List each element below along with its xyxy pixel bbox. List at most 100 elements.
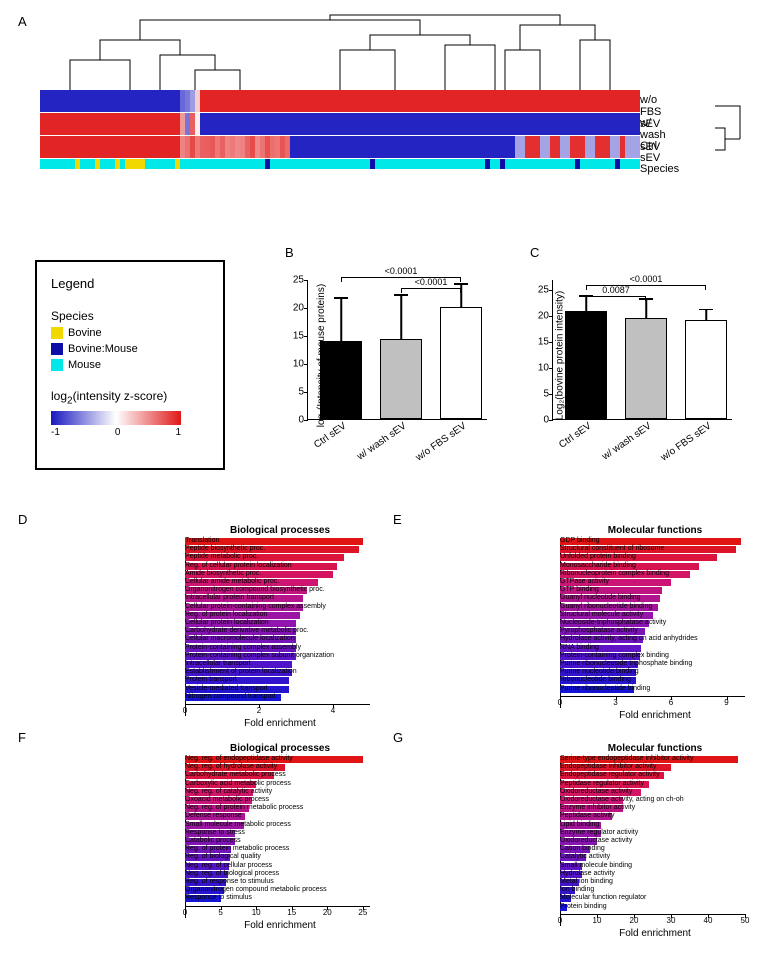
enrich-bar-label: Nitrogen compound transport	[185, 693, 189, 700]
panel-label-b: B	[285, 245, 294, 260]
enrich-bar-label: Establishment of protein localization	[185, 668, 189, 675]
enrich-bar-label: Neg. reg. of endopeptidase activity	[185, 755, 189, 762]
enrich-xlabel: Fold enrichment	[390, 928, 750, 939]
dendrogram-right	[715, 95, 762, 165]
enrich-bar-label: Small molecule binding	[560, 862, 564, 869]
legend-item: Bovine:Mouse	[51, 343, 209, 355]
enrich-bar-label: Amide biosynthetic proc.	[185, 570, 189, 577]
heatmap-row: w/o FBS sEV	[40, 90, 640, 112]
enrich-bar-label: Pyrophosphatase activity	[560, 627, 564, 634]
heatmap-row-label: Species	[640, 163, 679, 175]
heatmap-row: Ctrl sEV	[40, 136, 640, 158]
enrich-title: Biological processes	[15, 743, 375, 754]
enrich-title: Molecular functions	[390, 525, 750, 536]
enrich-bar-label: Neg. reg. of hydrolase activity	[185, 763, 189, 770]
enrich-bar-label: Ribonucleoprotein complex binding	[560, 570, 564, 577]
enrich-bar-label: Vesicle-mediated transport	[185, 685, 189, 692]
legend-title: Legend	[51, 276, 209, 291]
enrich-bar-label: Cation binding	[560, 845, 564, 852]
enrich-bar-label: Peptidase activity	[560, 812, 564, 819]
panel-f-enrichment: Biological processesNeg. reg. of endopep…	[15, 743, 375, 963]
panel-g-enrichment: Molecular functionsSerine-type endopepti…	[390, 743, 750, 963]
enrich-bar-label: Reg. of protein metabolic process	[185, 845, 189, 852]
enrich-bar-label: Catabolic process	[185, 837, 189, 844]
enrich-bar-label: Oxoacid metabolic process	[185, 796, 189, 803]
enrich-bar-label: GTP binding	[560, 586, 564, 593]
enrich-bar-label: Ribonucleotide binding	[560, 676, 564, 683]
enrich-bar-label: Protein transport	[185, 676, 189, 683]
enrich-xlabel: Fold enrichment	[15, 920, 375, 931]
panel-d-enrichment: Biological processesTranslationPeptide b…	[15, 525, 375, 745]
panel-c-chart: 0510152025Ctrl sEVw/ wash sEVw/o FBS sEV…	[520, 280, 740, 490]
enrich-bar-label: RNA binding	[560, 644, 564, 651]
enrich-bar-label: Carbohydrate metabolic process	[185, 771, 189, 778]
legend-gradient-label: log2(intensity z-score)	[51, 389, 209, 406]
enrich-xlabel: Fold enrichment	[15, 718, 375, 729]
enrich-bar-label: Lipid binding	[560, 821, 564, 828]
enrich-bar-label: Neg. reg. of catalytic activity	[185, 788, 189, 795]
enrich-title: Molecular functions	[390, 743, 750, 754]
enrich-xlabel: Fold enrichment	[390, 710, 750, 721]
enrich-bar-label: Endopeptidase inhibitor activity	[560, 763, 564, 770]
enrich-bar-label: Response to stress	[185, 829, 189, 836]
enrich-bar-label: Defense response	[185, 812, 189, 819]
legend-item: Mouse	[51, 359, 209, 371]
enrich-bar-label: Enzyme inhibitor activity	[560, 804, 564, 811]
enrich-bar-label: Purine ribonucleotide binding	[560, 685, 564, 692]
enrich-bar-label: Nucleoside-triphosphatase activity	[560, 619, 564, 626]
enrich-bar-label: Monosaccharide binding	[560, 562, 564, 569]
enrich-bar-label: Metal ion binding	[560, 878, 564, 885]
enrich-bar-label: Peptide metabolic proc.	[185, 553, 189, 560]
panel-e-enrichment: Molecular functionsGDP bindingStructural…	[390, 525, 750, 745]
enrich-bar-label: Intracellular transport	[185, 660, 189, 667]
enrich-title: Biological processes	[15, 525, 375, 536]
enrich-bar-label: Structural constituent of ribosome	[560, 545, 564, 552]
enrich-bar-label: Cellular protein localization	[185, 619, 189, 626]
enrich-bar-label: Oxidoreductase activity	[560, 788, 564, 795]
enrich-bar-label: Organonitrogen compound biosynthetic pro…	[185, 586, 189, 593]
enrich-bar-label: Cellular amide metabolic proc.	[185, 578, 189, 585]
legend-item: Bovine	[51, 327, 209, 339]
enrich-bar-label: Peptide biosynthetic proc.	[185, 545, 189, 552]
enrich-bar-label: Guanyl ribonucleotide binding	[560, 603, 564, 610]
enrich-bar-label: Protein-containing complex binding	[560, 652, 564, 659]
enrich-bar-label: Reg. of response to stimulus	[185, 878, 189, 885]
enrich-bar-label: Organonitrogen compound metabolic proces…	[185, 886, 189, 893]
enrich-bar-label: Molecular function regulator	[560, 894, 564, 901]
enrich-bar-label: Oxidoreductase activity, acting on ch-oh	[560, 796, 564, 803]
enrich-bar-label: GDP binding	[560, 537, 564, 544]
panel-a-heatmap: w/o FBS sEVw/ wash sEVCtrl sEVSpecies	[20, 10, 740, 230]
enrich-bar-label: Response to stimulus	[185, 894, 189, 901]
dendrogram-top	[40, 10, 620, 90]
enrich-bar-label: Cellular macromolecule localization	[185, 635, 189, 642]
enrich-bar-label: Endopeptidase regulator activity	[560, 771, 564, 778]
enrich-bar-label: Structural molecule activity	[560, 611, 564, 618]
enrich-bar-label: Neg. reg. of biological process	[185, 870, 189, 877]
enrich-bar-label: Guanyl nucleotide binding	[560, 594, 564, 601]
enrich-bar-label: Ion binding	[560, 886, 564, 893]
enrich-bar-label: Purine ribonucleoside triphosphate bindi…	[560, 660, 564, 667]
heatmap-row: w/ wash sEV	[40, 113, 640, 135]
enrich-bar-label: Oxidoreductase activity	[560, 837, 564, 844]
enrich-bar-label: Purine nucleotide binding	[560, 668, 564, 675]
enrich-bar-label: Enzyme regulator activity	[560, 829, 564, 836]
enrich-bar-label: Protein-containing complex subunit organ…	[185, 652, 189, 659]
enrich-bar-label: Catalytic activity	[560, 853, 564, 860]
enrich-bar-label: Hydrolase activity, acting on acid anhyd…	[560, 635, 564, 642]
enrich-bar-label: Hydrolase activity	[560, 870, 564, 877]
legend-species-header: Species	[51, 309, 209, 323]
species-row: Species	[40, 159, 640, 169]
enrich-bar-label: Translation	[185, 537, 189, 544]
legend-box: Legend Species Bovine Bovine:Mouse Mouse l…	[35, 260, 225, 470]
enrich-bar-label: Carboxylic acid metabolic process	[185, 780, 189, 787]
enrich-bar-label: Intracellular protein transport	[185, 594, 189, 601]
enrich-bar-label: GTPase activity	[560, 578, 564, 585]
enrich-bar-label: Peptidase regulator activity	[560, 780, 564, 787]
enrich-bar-label: Reg. of biological quality	[185, 853, 189, 860]
enrich-bar-label: Reg. of cellular protein localization	[185, 562, 189, 569]
legend-gradient-bar	[51, 411, 181, 425]
enrich-bar-label: Protein binding	[560, 903, 564, 910]
enrich-bar-label: Reg. of protein localization	[185, 611, 189, 618]
panel-b-chart: 0510152025Ctrl sEVw/ wash sEVw/o FBS sEV…	[275, 280, 495, 490]
enrich-bar-label: Carbohydrate derivative metabolic proc.	[185, 627, 189, 634]
